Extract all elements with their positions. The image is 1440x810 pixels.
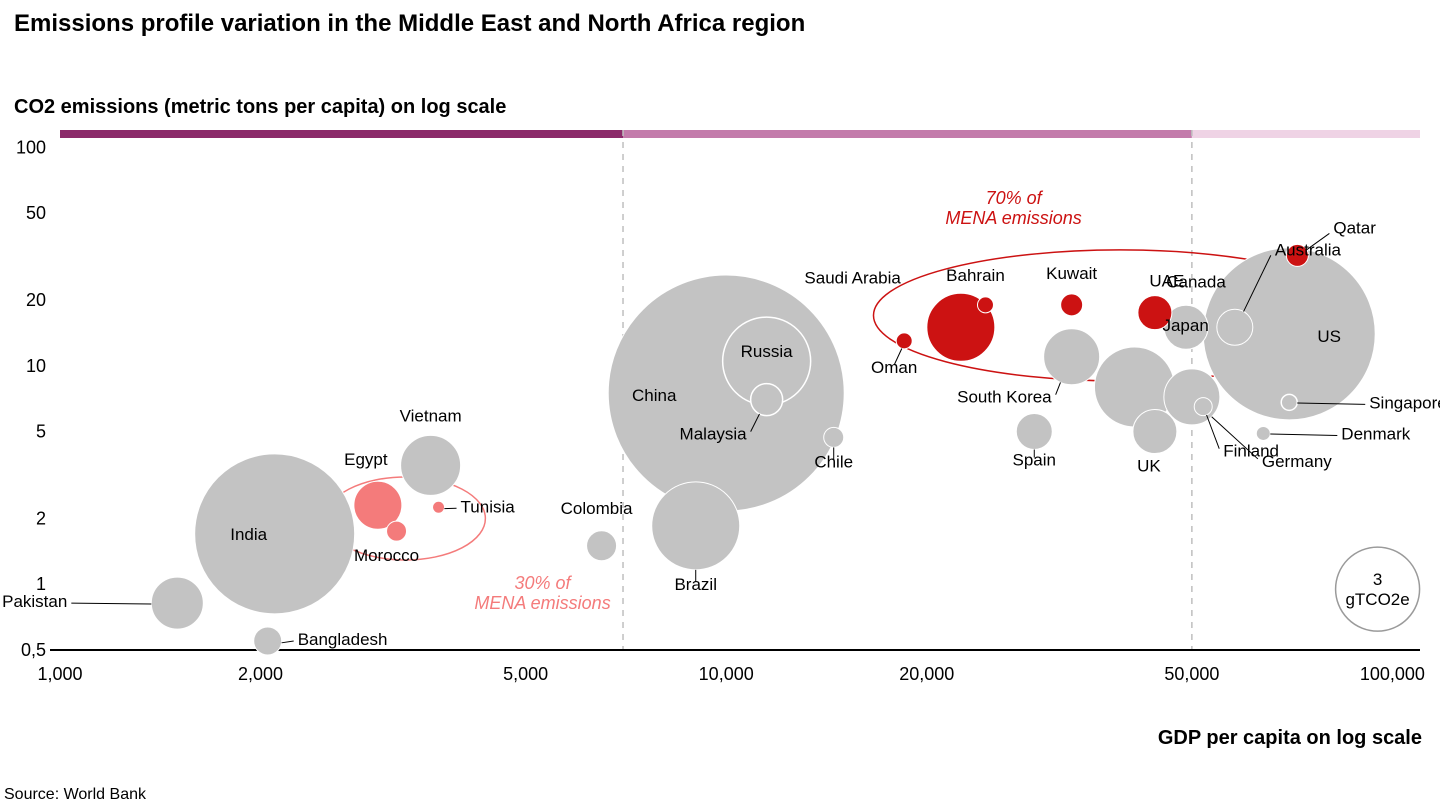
data-point (824, 427, 844, 447)
x-tick-label: 2,000 (238, 664, 283, 684)
x-tick-label: 1,000 (37, 664, 82, 684)
data-point (587, 531, 617, 561)
y-tick-label: 2 (36, 508, 46, 528)
point-label: Colombia (561, 499, 633, 518)
point-label: Finland (1223, 442, 1279, 461)
data-point (1133, 410, 1177, 454)
point-label: Kuwait (1046, 264, 1097, 283)
point-label: Tunisia (461, 497, 516, 516)
data-point (1194, 398, 1212, 416)
data-point (1044, 329, 1100, 385)
point-label: Oman (871, 358, 917, 377)
point-label: China (632, 386, 677, 405)
data-point (151, 577, 203, 629)
data-point (1061, 294, 1083, 316)
income-band (1192, 130, 1420, 138)
point-label: Singapore (1369, 393, 1440, 412)
point-label: Vietnam (400, 406, 462, 425)
y-tick-label: 5 (36, 422, 46, 442)
emissions-scatter-chart: 1,000 2,000 5,000 10,000 20,000 50,000 100,000… (0, 0, 1440, 810)
data-point (977, 297, 993, 313)
point-label: US (1317, 327, 1341, 346)
point-label: Malaysia (680, 425, 748, 444)
data-point (652, 482, 740, 570)
data-point (1217, 309, 1253, 345)
legend-value: 3 (1373, 570, 1382, 589)
y-tick-label: 0,5 (21, 640, 46, 660)
annotation-label: 30% ofMENA emissions (474, 573, 610, 613)
income-band (623, 130, 1192, 138)
point-label: Australia (1275, 240, 1342, 259)
point-label: UK (1137, 457, 1161, 476)
point-label: Spain (1013, 451, 1056, 470)
data-point (387, 521, 407, 541)
data-point (1281, 394, 1297, 410)
point-label: South Korea (957, 388, 1052, 407)
data-point (401, 435, 461, 495)
point-label: Chile (814, 452, 853, 471)
data-point (433, 501, 445, 513)
x-tick-label: 10,000 (699, 664, 754, 684)
income-band (60, 130, 623, 138)
point-label: India (230, 525, 267, 544)
point-label: Canada (1166, 272, 1226, 291)
x-tick-label: 5,000 (503, 664, 548, 684)
data-point (1164, 369, 1220, 425)
point-label: Bangladesh (298, 630, 388, 649)
x-tick-label: 100,000 (1360, 664, 1425, 684)
point-label: Russia (741, 342, 794, 361)
data-point (751, 384, 783, 416)
legend-unit: gTCO2e (1345, 590, 1409, 609)
point-label: Bahrain (946, 266, 1005, 285)
y-tick-label: 10 (26, 356, 46, 376)
data-point (1016, 414, 1052, 450)
y-tick-label: 20 (26, 290, 46, 310)
x-tick-label: 20,000 (899, 664, 954, 684)
y-tick-label: 100 (16, 137, 46, 157)
leader-line (1207, 415, 1220, 449)
point-label: Pakistan (2, 592, 67, 611)
y-tick-label: 50 (26, 203, 46, 223)
point-label: Saudi Arabia (804, 268, 901, 287)
point-label: Denmark (1341, 424, 1410, 443)
data-point (195, 454, 355, 614)
leader-line (282, 641, 294, 643)
data-point (896, 333, 912, 349)
point-label: Japan (1162, 316, 1208, 335)
point-label: Qatar (1333, 218, 1376, 237)
data-point (254, 627, 282, 655)
point-label: Brazil (674, 575, 717, 594)
annotation-label: 70% ofMENA emissions (945, 188, 1081, 228)
x-tick-label: 50,000 (1164, 664, 1219, 684)
leader-line (71, 603, 151, 604)
point-label: Morocco (354, 546, 419, 565)
data-point (1256, 426, 1270, 440)
leader-line (1056, 382, 1061, 394)
leader-line (1270, 434, 1337, 435)
point-label: Egypt (344, 450, 388, 469)
